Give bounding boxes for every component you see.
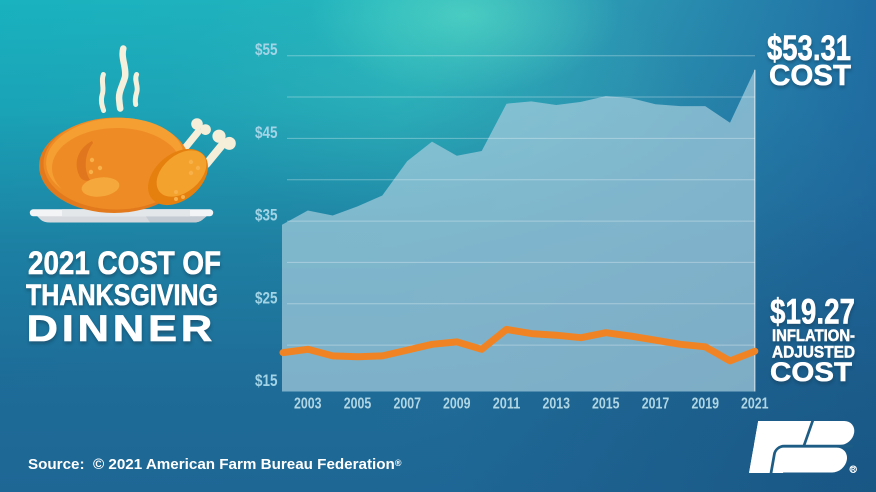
svg-text:2005: 2005	[344, 396, 372, 413]
svg-text:2007: 2007	[393, 396, 421, 413]
svg-text:2009: 2009	[443, 396, 471, 413]
svg-text:2013: 2013	[542, 396, 570, 413]
svg-text:2003: 2003	[294, 396, 322, 413]
svg-text:$25: $25	[255, 288, 278, 307]
svg-text:$53.31: $53.31	[767, 29, 851, 68]
svg-text:2019: 2019	[691, 396, 719, 413]
svg-text:2021 COST OF: 2021 COST OF	[28, 245, 221, 281]
svg-text:R: R	[851, 467, 856, 473]
svg-text:$35: $35	[255, 206, 278, 225]
svg-text:ADJUSTED: ADJUSTED	[772, 343, 855, 362]
svg-text:$19.27: $19.27	[770, 293, 855, 332]
svg-text:Source: © 2021 American Farm: Source: © 2021 American Farm Bureau Fede…	[28, 456, 402, 473]
svg-text:COST: COST	[769, 60, 851, 92]
svg-text:2015: 2015	[592, 396, 620, 413]
svg-text:DINNER: DINNER	[27, 307, 217, 349]
svg-text:COST: COST	[770, 357, 853, 387]
svg-text:2021: 2021	[741, 396, 769, 413]
svg-text:$55: $55	[255, 40, 278, 59]
svg-text:THANKSGIVING: THANKSGIVING	[26, 279, 218, 312]
svg-text:$15: $15	[255, 371, 278, 390]
svg-text:2011: 2011	[493, 396, 521, 413]
svg-text:INFLATION-: INFLATION-	[772, 326, 855, 345]
svg-text:2017: 2017	[642, 396, 670, 413]
svg-text:$45: $45	[255, 123, 278, 142]
